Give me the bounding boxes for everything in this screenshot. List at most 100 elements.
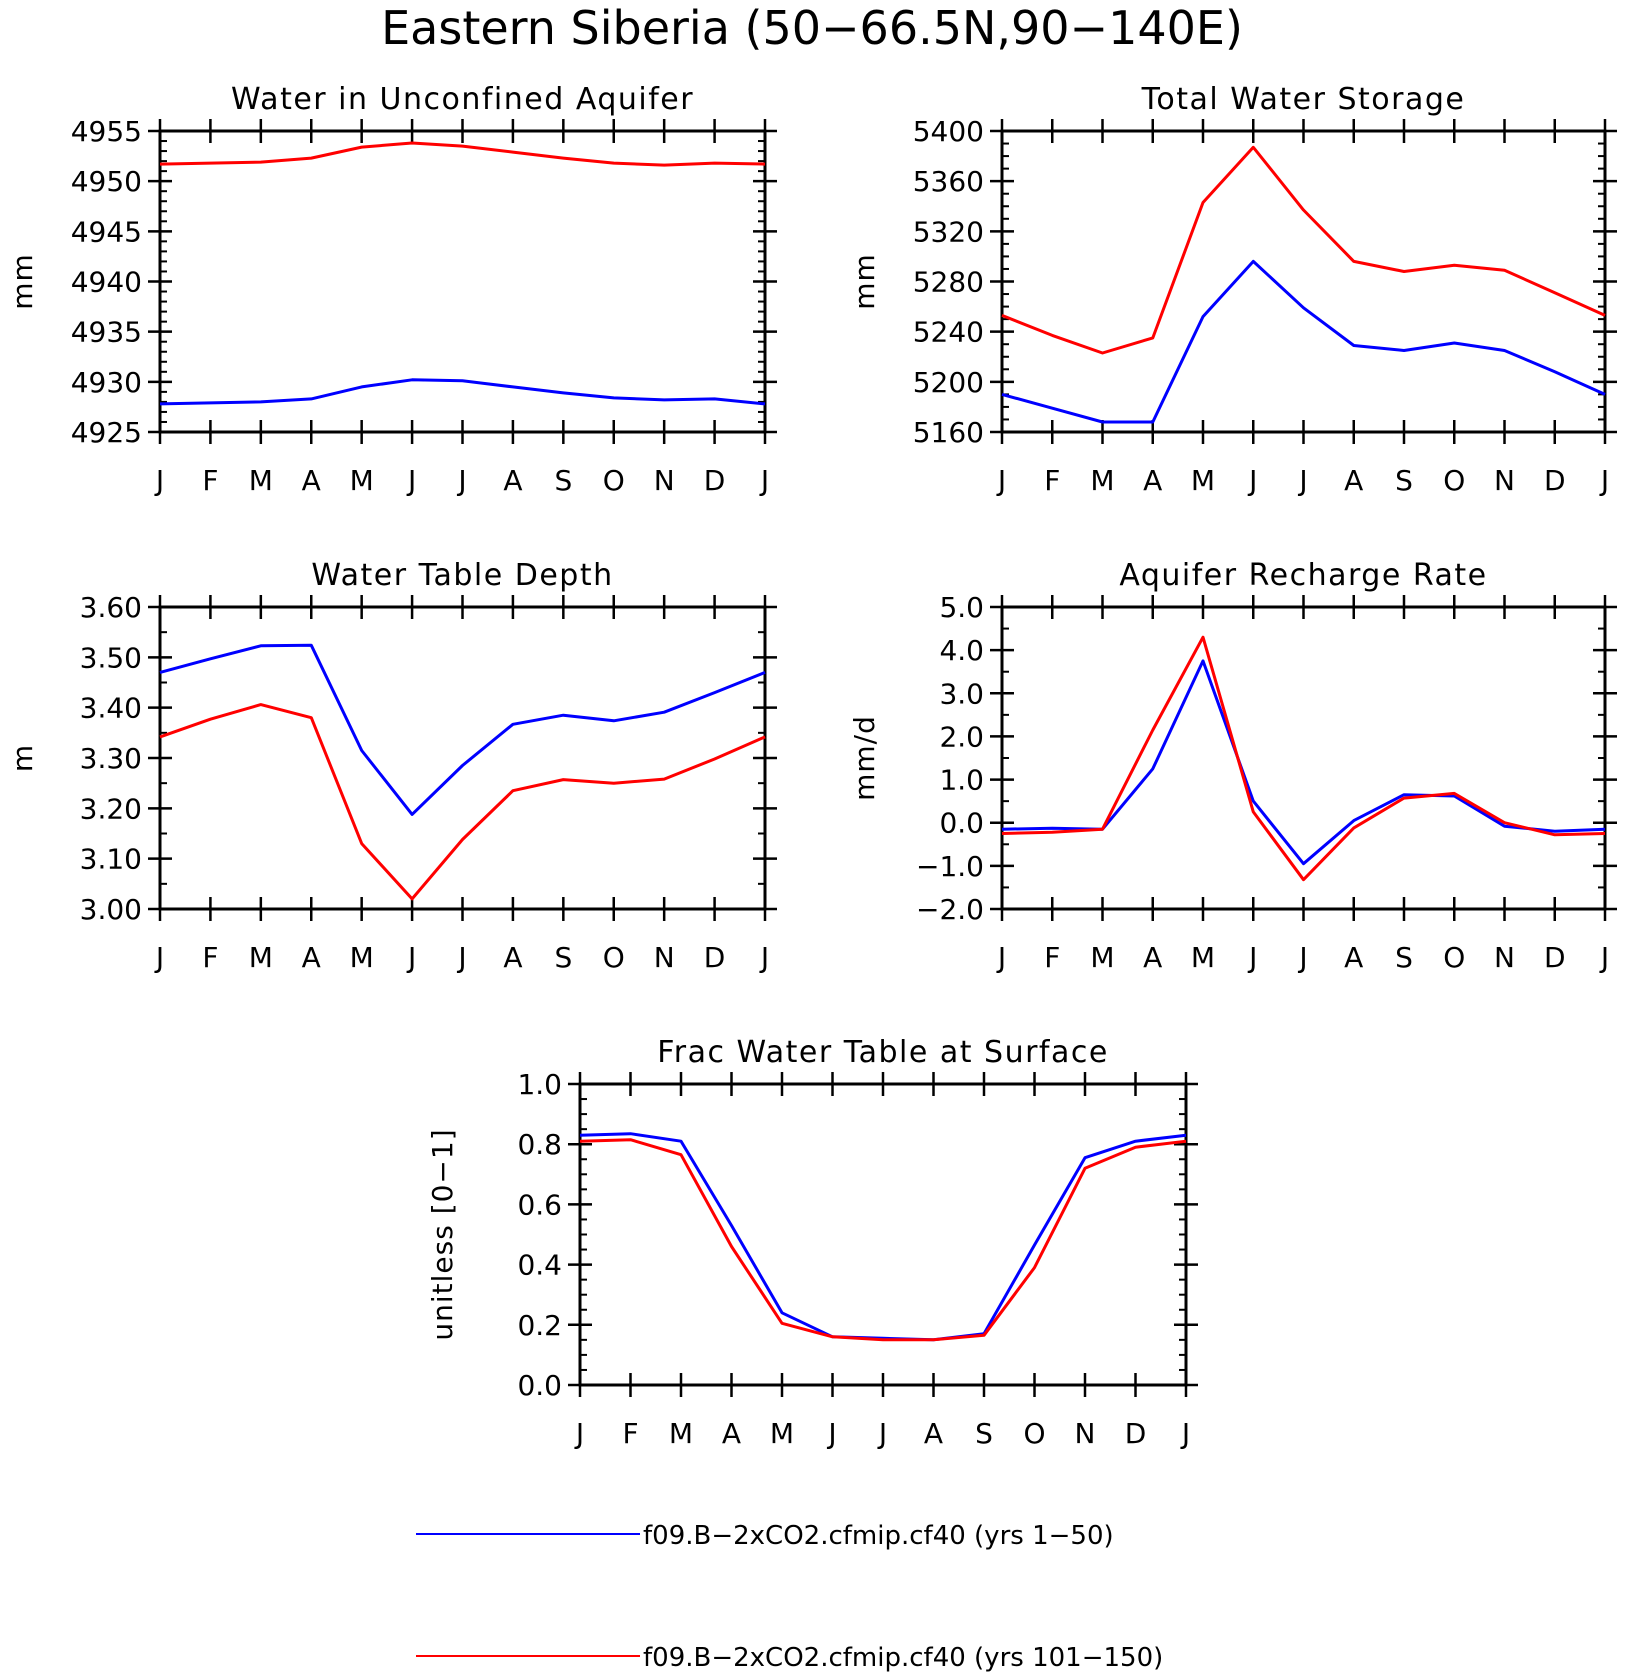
plot-frame: [158, 605, 767, 911]
x-tick-label: M: [1191, 941, 1215, 974]
series-line-1: [1001, 659, 1606, 866]
x-tick-label: N: [1494, 464, 1515, 497]
x-tick-label: A: [302, 941, 321, 974]
x-tick-label: F: [202, 941, 218, 974]
x-tick-label: F: [202, 464, 218, 497]
x-tick-label: A: [503, 464, 522, 497]
x-tick-label: M: [350, 464, 374, 497]
y-tick-label: 3.00: [80, 893, 142, 926]
x-tick-label: A: [503, 941, 522, 974]
x-tick-label: J: [1247, 941, 1257, 974]
series-line-1: [1001, 259, 1606, 424]
panel-water-in-unconfined-aquifer: Water in Unconfined Aquifer 4925 4930 4935 4…: [6, 82, 777, 497]
y-tick-label: 5360: [913, 165, 984, 198]
x-tick-label: D: [1125, 1417, 1147, 1450]
legend-label-series-2: f09.B−2xCO2.cfmip.cf40 (yrs 101−150): [643, 1643, 1163, 1673]
series-line-2: [1001, 635, 1606, 882]
x-tick-label: F: [1044, 464, 1060, 497]
x-tick-label: M: [770, 1417, 794, 1450]
y-tick-label: 5320: [913, 215, 984, 248]
y-tick-label: 3.50: [80, 641, 142, 674]
x-tick-label: N: [654, 941, 675, 974]
x-tick-label: N: [1494, 941, 1515, 974]
chart-title: Total Water Storage: [1141, 82, 1466, 117]
y-tick-label: 4940: [71, 266, 142, 299]
x-tick-label: S: [1395, 941, 1413, 974]
y-tick-label: 3.10: [80, 843, 142, 876]
x-tick-label: J: [406, 941, 416, 974]
x-tick-label: J: [996, 464, 1006, 497]
y-axis-label: m: [6, 744, 39, 772]
x-tick-label: M: [350, 941, 374, 974]
x-tick-label: M: [669, 1417, 693, 1450]
x-tick-label: D: [704, 941, 726, 974]
y-tick-label: 1.0: [939, 764, 984, 797]
x-tick-label: O: [1443, 464, 1465, 497]
x-tick-label: A: [1143, 464, 1162, 497]
chart-title: Aquifer Recharge Rate: [1119, 558, 1487, 593]
y-axis-label: mm: [848, 253, 881, 310]
x-tick-label: J: [1297, 464, 1307, 497]
x-tick-label: D: [1544, 941, 1566, 974]
legend-label-series-1: f09.B−2xCO2.cfmip.cf40 (yrs 1−50): [643, 1521, 1114, 1551]
x-tick-label: M: [1191, 464, 1215, 497]
series-line-2: [1001, 145, 1606, 355]
panel-water-table-depth: Water Table Depth 3.00 3.10 3.20 3.30 3.40 3.5…: [6, 558, 777, 974]
x-tick-label: M: [1090, 464, 1114, 497]
series-line-2: [159, 703, 766, 901]
x-tick-label: J: [574, 1417, 584, 1450]
y-tick-label: 4955: [71, 115, 142, 148]
y-tick-label: 0.0: [939, 807, 984, 840]
series-line-2: [159, 141, 766, 167]
plot-frame: [158, 129, 767, 434]
x-tick-label: S: [554, 941, 572, 974]
x-tick-label: D: [1544, 464, 1566, 497]
y-tick-label: 4.0: [939, 634, 984, 667]
y-tick-label: 4935: [71, 316, 142, 349]
x-tick-label: M: [249, 464, 273, 497]
x-tick-label: J: [759, 941, 769, 974]
y-tick-label: 3.40: [80, 692, 142, 725]
y-tick-label: 5200: [913, 366, 984, 399]
y-tick-label: 4945: [71, 215, 142, 248]
x-tick-label: A: [722, 1417, 741, 1450]
x-tick-label: O: [603, 941, 625, 974]
x-tick-label: J: [154, 941, 164, 974]
x-tick-label: J: [1247, 464, 1257, 497]
y-tick-label: 5240: [913, 316, 984, 349]
plot-frame: [1000, 129, 1607, 434]
y-tick-label: 0.4: [517, 1249, 562, 1282]
y-tick-label: −1.0: [916, 850, 984, 883]
y-tick-label: 0.2: [517, 1309, 562, 1342]
y-tick-label: 5.0: [939, 591, 984, 624]
x-tick-label: N: [1075, 1417, 1096, 1450]
y-tick-label: 4925: [71, 416, 142, 449]
x-tick-label: O: [603, 464, 625, 497]
chart-title: Water in Unconfined Aquifer: [231, 82, 694, 117]
y-tick-label: −2.0: [916, 893, 984, 926]
panel-frac-water-table-at-surface: Frac Water Table at Surface 0.0 0.2 0.4 0.6 0…: [426, 1035, 1198, 1450]
y-tick-label: 0.8: [517, 1128, 562, 1161]
x-tick-label: F: [1044, 941, 1060, 974]
y-tick-label: 4950: [71, 165, 142, 198]
series-line-1: [159, 378, 766, 406]
y-tick-label: 0.6: [517, 1188, 562, 1221]
x-tick-label: J: [456, 941, 466, 974]
x-tick-label: J: [826, 1417, 836, 1450]
x-tick-label: S: [554, 464, 572, 497]
x-tick-label: O: [1443, 941, 1465, 974]
x-tick-label: J: [456, 464, 466, 497]
x-tick-label: S: [1395, 464, 1413, 497]
y-axis-label: unitless [0−1]: [426, 1128, 459, 1340]
x-tick-label: A: [1143, 941, 1162, 974]
x-tick-label: J: [1297, 941, 1307, 974]
x-tick-label: M: [249, 941, 273, 974]
chart-title: Water Table Depth: [311, 558, 613, 593]
x-tick-label: A: [1344, 941, 1363, 974]
y-tick-label: 3.20: [80, 792, 142, 825]
x-tick-label: O: [1023, 1417, 1045, 1450]
y-tick-label: 3.0: [939, 677, 984, 710]
x-tick-label: J: [1180, 1417, 1190, 1450]
legend: f09.B−2xCO2.cfmip.cf40 (yrs 1−50) f09.B−…: [416, 1521, 1163, 1673]
